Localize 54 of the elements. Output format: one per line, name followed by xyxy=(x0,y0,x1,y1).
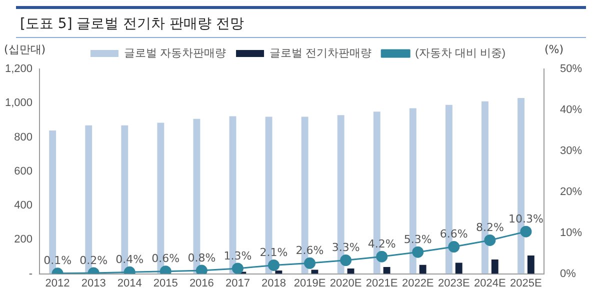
chart-title: [도표 5] 글로벌 전기차 판매량 전망 xyxy=(16,6,586,38)
data-label: 0.1% xyxy=(44,254,72,268)
x-tick-label: 2012 xyxy=(45,277,70,290)
x-tick-label: 2018 xyxy=(261,277,286,290)
x-tick-label: 2025E xyxy=(510,277,542,290)
y2-tick-label: 10% xyxy=(560,226,582,239)
legend-label: 글로벌 전기차판매량 xyxy=(270,48,372,60)
bar xyxy=(491,259,498,274)
y-tick-label: 1,000 xyxy=(4,97,33,110)
data-label: 0.4% xyxy=(116,253,144,266)
data-label: 5.3% xyxy=(404,232,432,246)
legend-label: (자동차 대비 비중) xyxy=(415,48,506,60)
x-tick-label: 2021E xyxy=(366,277,398,290)
bar xyxy=(311,270,318,274)
bar xyxy=(527,256,534,274)
legend-label: 글로벌 자동차판매량 xyxy=(124,48,226,60)
y2-tick-label: 50% xyxy=(560,63,582,76)
y2-tick-label: 20% xyxy=(560,186,582,198)
data-label: 0.2% xyxy=(80,254,108,267)
x-tick-label: 2023E xyxy=(438,277,470,290)
data-label: 6.6% xyxy=(440,228,468,241)
x-tick-label: 2022E xyxy=(402,277,434,290)
x-tick-label: 2017 xyxy=(225,277,250,290)
x-tick-label: 2014 xyxy=(117,277,142,290)
data-label: 2.6% xyxy=(296,244,324,258)
x-tick-label: 2024E xyxy=(474,277,506,290)
y-axis-title: (십만대) xyxy=(4,42,46,56)
x-tick-label: 2020E xyxy=(330,277,362,290)
data-label: 2.1% xyxy=(260,246,288,260)
y-tick-label: 400 xyxy=(14,200,33,212)
bar xyxy=(275,270,282,274)
data-label: 10.3% xyxy=(508,212,544,226)
y-tick-label: 200 xyxy=(14,234,33,246)
bar xyxy=(383,266,390,274)
y2-tick-label: 30% xyxy=(560,144,582,157)
bar xyxy=(419,264,426,274)
x-tick-label: 2015 xyxy=(153,277,178,290)
data-label: 8.2% xyxy=(476,221,504,234)
data-label: 0.8% xyxy=(188,251,216,264)
data-label: 3.3% xyxy=(332,241,360,254)
x-tick-label: 2016 xyxy=(189,277,214,290)
y-tick-label: 600 xyxy=(14,165,33,178)
data-label: 0.6% xyxy=(152,252,180,266)
y-tick-label: 800 xyxy=(14,131,33,144)
y-tick-label: 1,200 xyxy=(4,63,33,76)
y-tick-label: - xyxy=(28,268,33,280)
y2-tick-label: 0% xyxy=(560,268,576,280)
data-label: 4.2% xyxy=(368,237,396,250)
bar xyxy=(455,262,462,274)
x-tick-label: 2019E xyxy=(294,277,326,290)
y2-axis-title: (%) xyxy=(544,42,564,56)
data-label: 1.3% xyxy=(224,249,252,262)
y2-tick-label: 40% xyxy=(560,104,582,116)
x-tick-label: 2013 xyxy=(81,277,106,290)
